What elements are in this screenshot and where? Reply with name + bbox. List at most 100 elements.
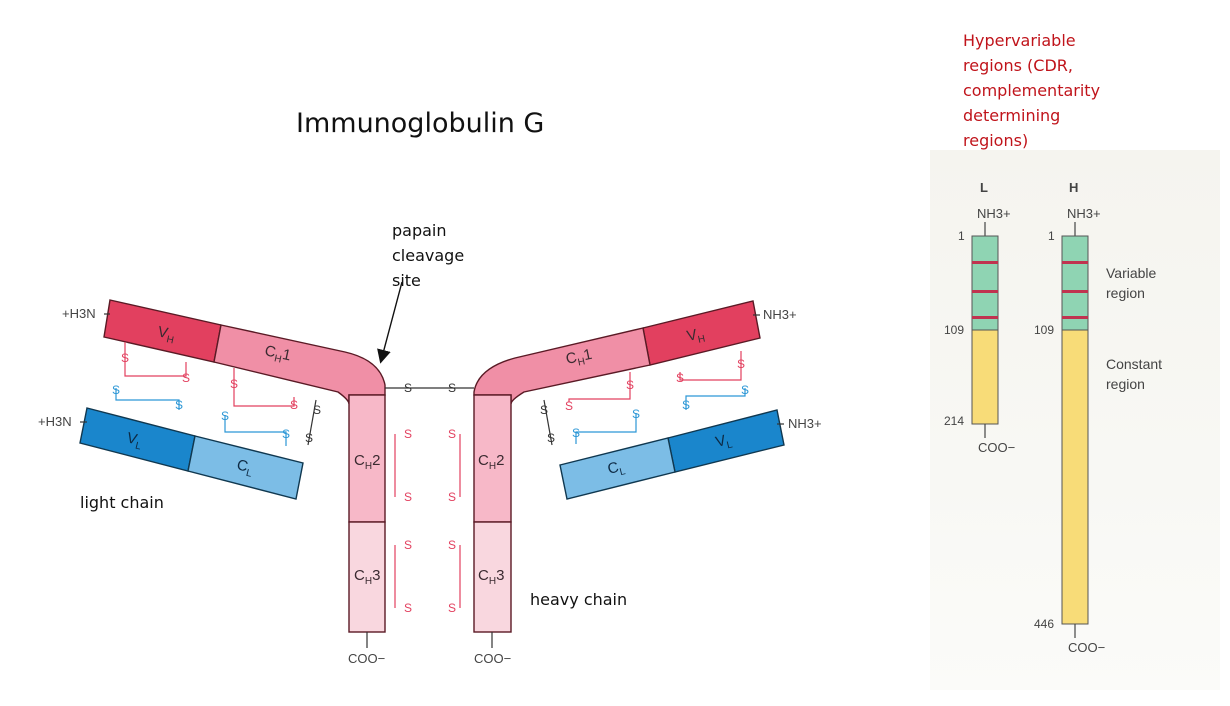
n-terminus-light-right: NH3+ (788, 416, 822, 431)
disulfide-s: S (313, 403, 321, 417)
disulfide-s: S (221, 409, 229, 423)
disulfide-s: S (230, 377, 238, 391)
cdr-line-2: regions (CDR, (963, 56, 1073, 75)
vh-label-right: VH (685, 325, 706, 348)
n-terminus-heavy-left: +H3N (62, 306, 96, 321)
c-terminus-left: COO− (348, 651, 385, 666)
heavy-end-residue: 446 (1034, 617, 1054, 631)
linear-chains (971, 222, 1089, 638)
heavy-variable-region (1061, 235, 1089, 331)
papain-line-1: papain (392, 221, 447, 240)
ch1-domain-left (213, 324, 386, 405)
light-end-residue: 214 (944, 414, 964, 428)
variable-region-line-1: Variable (1106, 265, 1157, 281)
light-n-terminus: NH3+ (977, 206, 1011, 221)
heavy-chain-label: heavy chain (530, 590, 628, 609)
ch1-domain-right (473, 327, 651, 405)
disulfide-s: S (448, 538, 456, 552)
cdr-note: Hypervariable regions (CDR, complementar… (963, 28, 1133, 153)
cl-label-right: CL (606, 457, 627, 480)
vh-domain-right (642, 300, 761, 366)
ch1-label-left: CH1 (263, 342, 293, 367)
disulfide-s: S (290, 398, 298, 412)
disulfide-s: S (404, 490, 412, 504)
disulfide-s: S (632, 407, 640, 421)
disulfide-s: S (741, 383, 749, 397)
papain-arrow (377, 281, 403, 364)
disulfide-s: S (121, 351, 129, 365)
disulfide-s: S (626, 378, 634, 392)
ch2-domain-right (473, 394, 512, 523)
heavy-variable-end: 109 (1034, 323, 1054, 337)
constant-region-line-1: Constant (1106, 356, 1162, 372)
cl-label-left: CL (234, 456, 255, 479)
vl-label-right: VL (714, 431, 734, 454)
cl-domain-right (559, 437, 676, 500)
papain-cleavage-label: papain cleavage site (392, 218, 464, 293)
disulfide-s: S (305, 431, 313, 445)
heavy-cdr-band (1062, 261, 1088, 264)
heavy-constant-region (1061, 329, 1089, 625)
papain-line-2: cleavage (392, 246, 465, 265)
light-chain-label: light chain (80, 493, 164, 512)
light-constant-region (971, 329, 999, 425)
disulfide-s: S (182, 371, 190, 385)
heavy-chain-header: H (1069, 180, 1078, 195)
heavy-start-residue: 1 (1048, 229, 1055, 243)
constant-region-line-2: region (1106, 376, 1145, 392)
light-variable-end: 109 (944, 323, 964, 337)
light-chain-header: L (980, 180, 988, 195)
disulfide-s: S (175, 398, 183, 412)
ch3-label-left: CH3 (354, 567, 380, 587)
disulfide-s: S (540, 403, 548, 417)
disulfide-s: S (572, 426, 580, 440)
disulfide-s: S (565, 399, 573, 413)
n-terminus-heavy-right: NH3+ (763, 307, 797, 322)
n-terminus-light-left: +H3N (38, 414, 72, 429)
page-title: Immunoglobulin G (296, 108, 545, 139)
heavy-c-terminus: COO− (1068, 640, 1105, 655)
disulfide-s: S (112, 383, 120, 397)
disulfide-s: S (737, 357, 745, 371)
ch3-domain-left (348, 521, 386, 633)
heavy-n-terminus: NH3+ (1067, 206, 1101, 221)
cdr-line-5: regions) (963, 131, 1029, 150)
disulfide-s: S (676, 371, 684, 385)
ch3-label-right: CH3 (478, 567, 504, 587)
cdr-line-3: complementarity (963, 81, 1101, 100)
disulfide-s: S (404, 381, 412, 395)
ch2-label-right: CH2 (478, 452, 504, 472)
ch2-label-left: CH2 (354, 452, 380, 472)
vl-domain-left (79, 407, 196, 472)
disulfide-s: S (448, 381, 456, 395)
papain-line-3: site (392, 271, 421, 290)
ch3-domain-right (473, 521, 512, 633)
light-cdr-band (972, 316, 998, 319)
vh-label-left: VH (156, 323, 177, 346)
variable-region-line-2: region (1106, 285, 1145, 301)
c-terminus-right: COO− (474, 651, 511, 666)
light-start-residue: 1 (958, 229, 965, 243)
cl-domain-left (187, 435, 304, 500)
disulfide-s: S (547, 431, 555, 445)
cdr-line-1: Hypervariable (963, 31, 1076, 50)
left-fab (79, 299, 396, 648)
heavy-cdr-band (1062, 290, 1088, 293)
disulfide-s: S (404, 427, 412, 441)
disulfide-s: S (682, 398, 690, 412)
disulfide-s: S (448, 490, 456, 504)
vl-label-left: VL (124, 429, 144, 452)
light-c-terminus: COO− (978, 440, 1015, 455)
disulfide-s: S (282, 427, 290, 441)
disulfide-s: S (404, 601, 412, 615)
disulfide-s: S (404, 538, 412, 552)
light-variable-region (971, 235, 999, 331)
cdr-line-4: determining (963, 106, 1061, 125)
disulfide-s: S (448, 601, 456, 615)
heavy-cdr-band (1062, 316, 1088, 319)
right-fab (459, 300, 785, 648)
light-cdr-band (972, 290, 998, 293)
disulfide-s: S (448, 427, 456, 441)
ch1-label-right: CH1 (564, 346, 594, 371)
